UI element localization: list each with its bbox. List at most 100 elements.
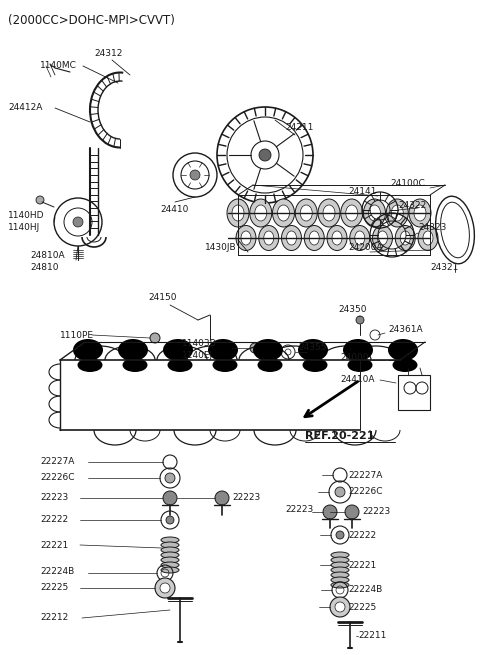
Ellipse shape	[341, 199, 363, 227]
Ellipse shape	[327, 225, 347, 250]
Circle shape	[160, 583, 170, 593]
Text: 24323: 24323	[418, 223, 446, 233]
Ellipse shape	[350, 225, 370, 250]
Ellipse shape	[423, 231, 433, 245]
Ellipse shape	[369, 205, 381, 221]
Text: 24150: 24150	[148, 293, 177, 303]
Ellipse shape	[259, 225, 279, 250]
Ellipse shape	[377, 231, 387, 245]
Ellipse shape	[331, 572, 349, 578]
Text: 22222: 22222	[348, 531, 376, 540]
Text: 22212: 22212	[40, 614, 68, 622]
Ellipse shape	[331, 557, 349, 563]
Ellipse shape	[253, 339, 283, 361]
Text: 24350: 24350	[338, 305, 367, 314]
Ellipse shape	[255, 205, 267, 221]
Text: 22223: 22223	[40, 493, 68, 502]
Ellipse shape	[281, 225, 301, 250]
Ellipse shape	[250, 199, 272, 227]
Ellipse shape	[355, 231, 365, 245]
Circle shape	[190, 170, 200, 180]
Ellipse shape	[409, 199, 431, 227]
Ellipse shape	[331, 582, 349, 588]
Ellipse shape	[395, 225, 415, 250]
Ellipse shape	[122, 358, 147, 372]
Text: 24321: 24321	[430, 263, 458, 272]
Ellipse shape	[295, 199, 317, 227]
Circle shape	[335, 602, 345, 612]
Circle shape	[336, 531, 344, 539]
Ellipse shape	[161, 547, 179, 553]
Ellipse shape	[273, 199, 295, 227]
Ellipse shape	[302, 358, 327, 372]
Ellipse shape	[161, 567, 179, 573]
Text: 24100C: 24100C	[390, 179, 425, 187]
Text: 24211: 24211	[285, 124, 313, 132]
Text: 22226C: 22226C	[348, 487, 383, 496]
Ellipse shape	[213, 358, 238, 372]
Text: 11403B: 11403B	[182, 339, 217, 348]
Text: 22223: 22223	[232, 493, 260, 502]
Text: 22226C: 22226C	[40, 474, 74, 483]
Text: 22225: 22225	[348, 603, 376, 612]
Ellipse shape	[388, 339, 418, 361]
Text: 24141: 24141	[348, 187, 376, 196]
Text: (2000CC>DOHC-MPI>CVVT): (2000CC>DOHC-MPI>CVVT)	[8, 14, 175, 27]
Circle shape	[356, 316, 364, 324]
Ellipse shape	[277, 205, 289, 221]
Text: 24810A: 24810A	[30, 250, 65, 259]
Circle shape	[36, 196, 44, 204]
Ellipse shape	[323, 205, 335, 221]
Text: 22225: 22225	[40, 584, 68, 593]
Circle shape	[165, 473, 175, 483]
Ellipse shape	[161, 537, 179, 543]
Ellipse shape	[309, 231, 319, 245]
Circle shape	[259, 149, 271, 161]
Text: 22221: 22221	[40, 540, 68, 550]
Text: 24412A: 24412A	[8, 103, 42, 113]
Text: 24810: 24810	[30, 263, 59, 272]
Text: 24000: 24000	[340, 354, 369, 362]
Ellipse shape	[236, 225, 256, 250]
Ellipse shape	[343, 339, 373, 361]
Ellipse shape	[331, 562, 349, 568]
Text: 1140EJ: 1140EJ	[182, 350, 213, 360]
Ellipse shape	[298, 339, 328, 361]
Ellipse shape	[318, 199, 340, 227]
Ellipse shape	[161, 562, 179, 568]
Ellipse shape	[161, 552, 179, 558]
Circle shape	[323, 505, 337, 519]
Ellipse shape	[372, 225, 393, 250]
Text: 1140MC: 1140MC	[40, 62, 77, 71]
Text: 24410: 24410	[161, 206, 189, 214]
Ellipse shape	[348, 358, 372, 372]
Ellipse shape	[414, 205, 426, 221]
Ellipse shape	[331, 577, 349, 583]
Ellipse shape	[161, 557, 179, 563]
Ellipse shape	[304, 225, 324, 250]
Ellipse shape	[264, 231, 274, 245]
Ellipse shape	[391, 205, 403, 221]
Ellipse shape	[331, 567, 349, 573]
Text: 24312: 24312	[94, 48, 122, 58]
Text: 22227A: 22227A	[40, 457, 74, 466]
Ellipse shape	[346, 205, 358, 221]
Circle shape	[155, 578, 175, 598]
Ellipse shape	[118, 339, 148, 361]
Text: 22224B: 22224B	[348, 586, 382, 595]
Ellipse shape	[386, 199, 408, 227]
Ellipse shape	[168, 358, 192, 372]
Circle shape	[150, 333, 160, 343]
Circle shape	[166, 516, 174, 524]
Text: 22222: 22222	[40, 515, 68, 525]
Ellipse shape	[287, 231, 297, 245]
Circle shape	[335, 487, 345, 497]
Ellipse shape	[208, 339, 238, 361]
Text: 1110PE: 1110PE	[60, 331, 94, 339]
Circle shape	[73, 217, 83, 227]
Ellipse shape	[77, 358, 103, 372]
Ellipse shape	[232, 205, 244, 221]
Circle shape	[215, 491, 229, 505]
Text: 22211: 22211	[358, 631, 386, 641]
Ellipse shape	[400, 231, 410, 245]
